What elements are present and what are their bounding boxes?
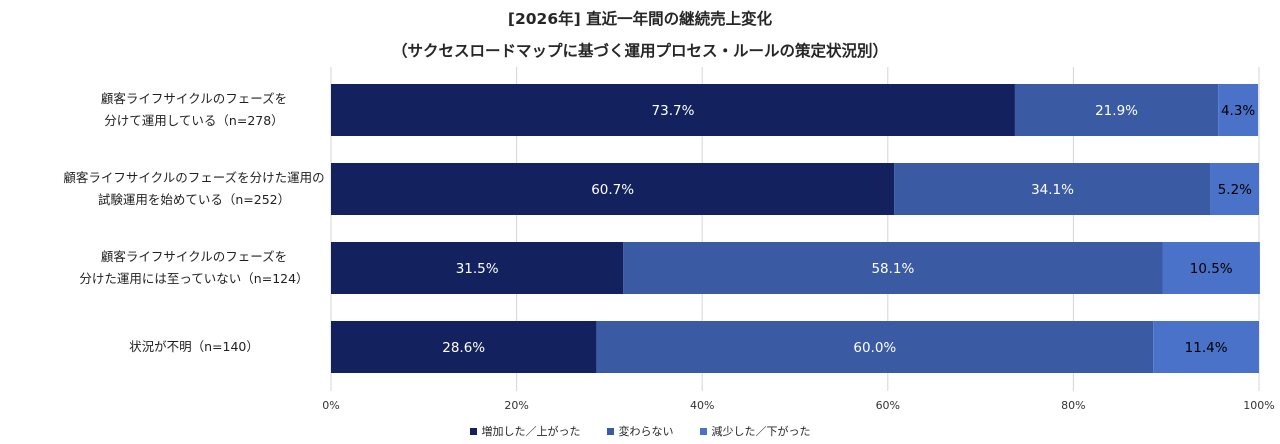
bar-increased-row-2 <box>331 163 895 215</box>
x-tick-label-20: 20% <box>504 399 528 412</box>
data-label-unchanged-row-3: 58.1% <box>871 261 914 277</box>
data-label-increased-row-4: 28.6% <box>442 340 485 356</box>
legend-swatch-increased <box>469 427 477 435</box>
bar-decreased-row-2 <box>1210 163 1259 215</box>
x-tick-label-60: 60% <box>876 399 900 412</box>
legend-swatch-unchanged <box>606 427 614 435</box>
legend-label-decreased: 減少した／下がった <box>711 425 811 438</box>
chart-title: [2026年] 直近一年間の継続売上変化 <box>507 10 773 28</box>
bar-unchanged-row-4 <box>596 321 1154 373</box>
data-label-increased-row-2: 60.7% <box>591 182 634 198</box>
bar-increased-row-4 <box>331 321 597 373</box>
category-label-3-line-2: 分けた運用には至っていない（n=124） <box>79 271 308 286</box>
category-label-2-line-1: 顧客ライフサイクルのフェーズを分けた運用の <box>63 170 324 185</box>
x-tick-label-0: 0% <box>322 399 339 412</box>
bar-decreased-row-1 <box>1218 84 1259 136</box>
bar-increased-row-3 <box>331 242 624 294</box>
bar-unchanged-row-3 <box>623 242 1163 294</box>
bar-increased-row-1 <box>331 84 1015 136</box>
category-label-4-line-1: 状況が不明（n=140） <box>129 339 259 354</box>
data-label-increased-row-3: 31.5% <box>456 261 499 277</box>
category-label-1-line-2: 分けて運用している（n=278） <box>104 113 283 128</box>
data-label-decreased-row-1: 4.3% <box>1221 103 1255 119</box>
category-label-3-line-1: 顧客ライフサイクルのフェーズを <box>101 249 287 264</box>
x-tick-label-40: 40% <box>690 399 714 412</box>
legend-item-increased: 増加した／上がった <box>469 423 581 439</box>
x-tick-label-80: 80% <box>1061 399 1085 412</box>
legend-item-unchanged: 変わらない <box>606 423 674 439</box>
chart-subtitle: （サクセスロードマップに基づく運用プロセス・ルールの策定状況別） <box>391 42 888 60</box>
data-label-unchanged-row-4: 60.0% <box>853 340 896 356</box>
legend-item-decreased: 減少した／下がった <box>699 423 811 439</box>
legend-label-increased: 増加した／上がった <box>481 425 581 438</box>
data-label-increased-row-1: 73.7% <box>652 103 695 119</box>
legend: 増加した／上がった 変わらない 減少した／下がった <box>0 423 1280 439</box>
data-label-decreased-row-2: 5.2% <box>1218 182 1252 198</box>
legend-label-unchanged: 変わらない <box>618 425 674 438</box>
bar-unchanged-row-1 <box>1014 84 1219 136</box>
bar-unchanged-row-2 <box>894 163 1211 215</box>
data-label-unchanged-row-2: 34.1% <box>1031 182 1074 198</box>
x-tick-label-100: 100% <box>1243 399 1274 412</box>
category-label-2-line-2: 試験運用を始めている（n=252） <box>98 192 290 207</box>
data-label-decreased-row-4: 11.4% <box>1185 340 1228 356</box>
bar-decreased-row-4 <box>1153 321 1259 373</box>
category-label-1-line-1: 顧客ライフサイクルのフェーズを <box>101 91 287 106</box>
data-label-decreased-row-3: 10.5% <box>1190 261 1233 277</box>
data-label-unchanged-row-1: 21.9% <box>1095 103 1138 119</box>
bar-decreased-row-3 <box>1162 242 1260 294</box>
legend-swatch-decreased <box>699 427 707 435</box>
